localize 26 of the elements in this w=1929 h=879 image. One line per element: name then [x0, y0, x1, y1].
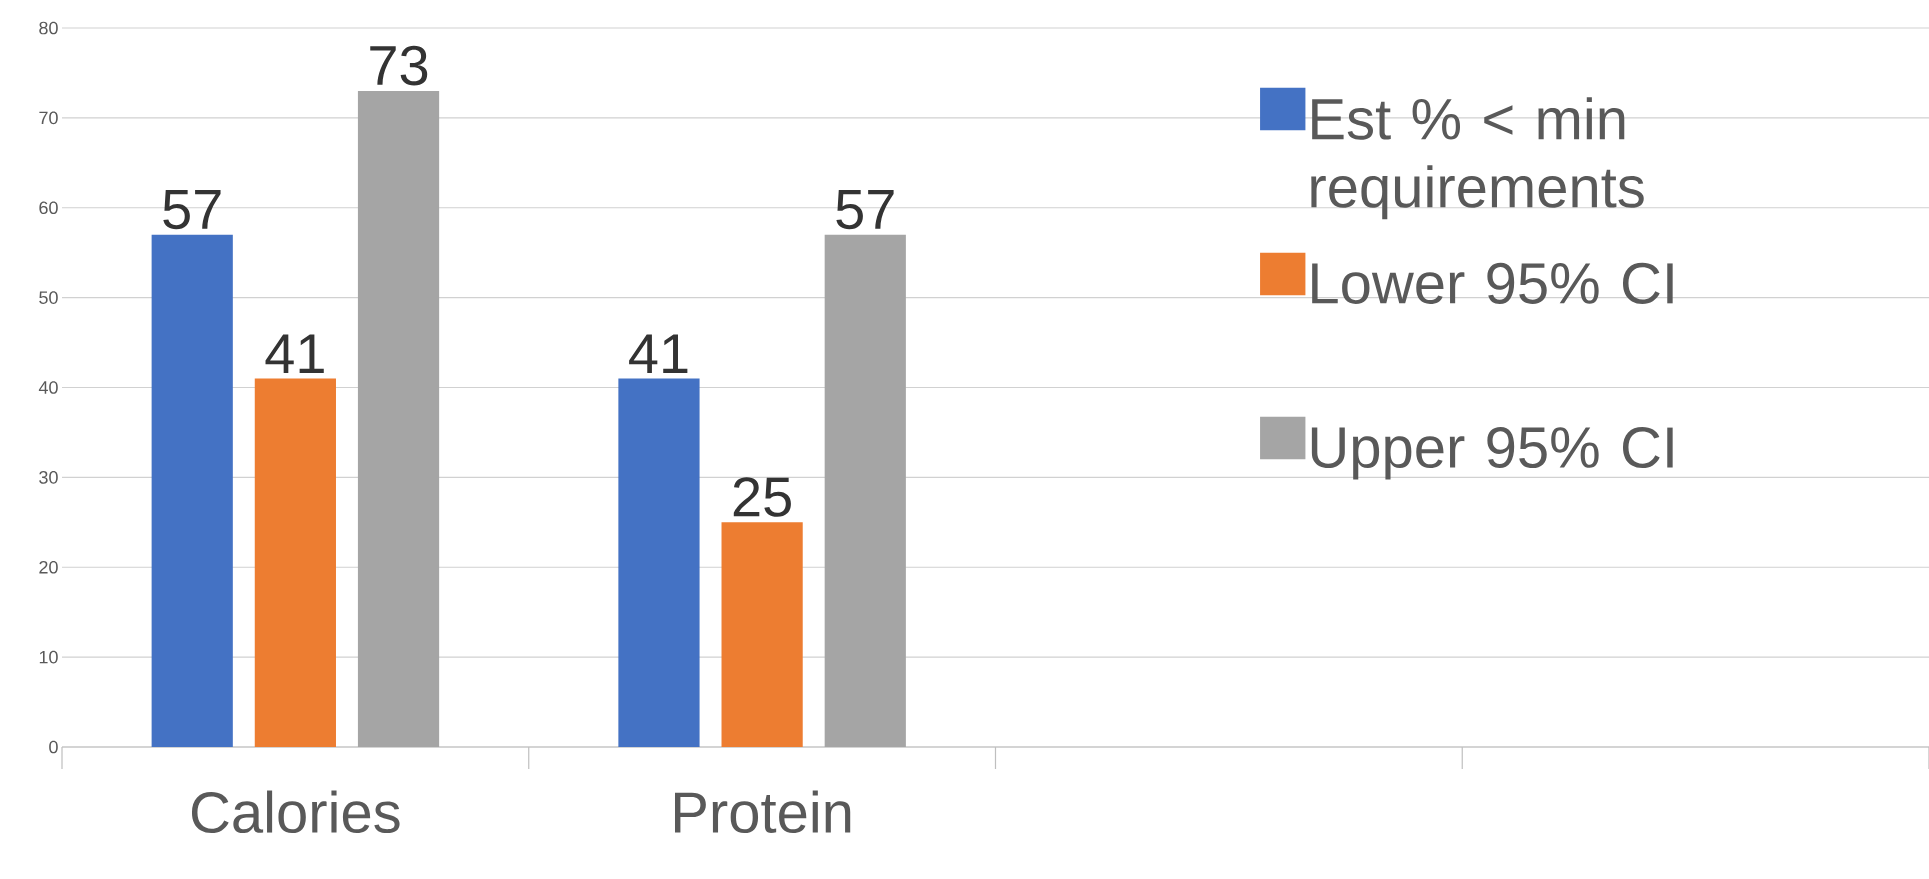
bar — [151, 234, 233, 747]
data-label: 41 — [265, 334, 324, 373]
legend-label: Upper 95% CI — [1311, 427, 1673, 480]
y-tick-label: 20 — [39, 560, 58, 574]
x-tick-label: Calories — [191, 790, 400, 834]
x-tick-label: Protein — [675, 790, 851, 834]
y-tick-label: 80 — [39, 21, 58, 35]
y-tick-label: 50 — [39, 291, 58, 304]
bar — [618, 378, 700, 747]
y-tick-label: 30 — [39, 471, 58, 484]
bar — [254, 378, 336, 747]
bar — [824, 234, 906, 747]
y-tick-label: 0 — [49, 740, 58, 754]
legend-label: Lower 95% CI — [1312, 262, 1673, 304]
data-label: 73 — [370, 45, 428, 86]
legend-label: Est % < min requirements — [1311, 97, 1644, 220]
y-tick-label: 40 — [38, 381, 58, 394]
data-label: 57 — [163, 190, 221, 230]
data-label: 25 — [733, 477, 791, 517]
y-tick-label: 60 — [39, 201, 58, 215]
data-label: 57 — [836, 190, 894, 230]
y-tick-label: 70 — [39, 111, 58, 125]
bar — [357, 90, 440, 747]
data-label: 41 — [629, 334, 688, 373]
y-tick-label: 10 — [39, 650, 58, 664]
bar — [721, 522, 803, 747]
